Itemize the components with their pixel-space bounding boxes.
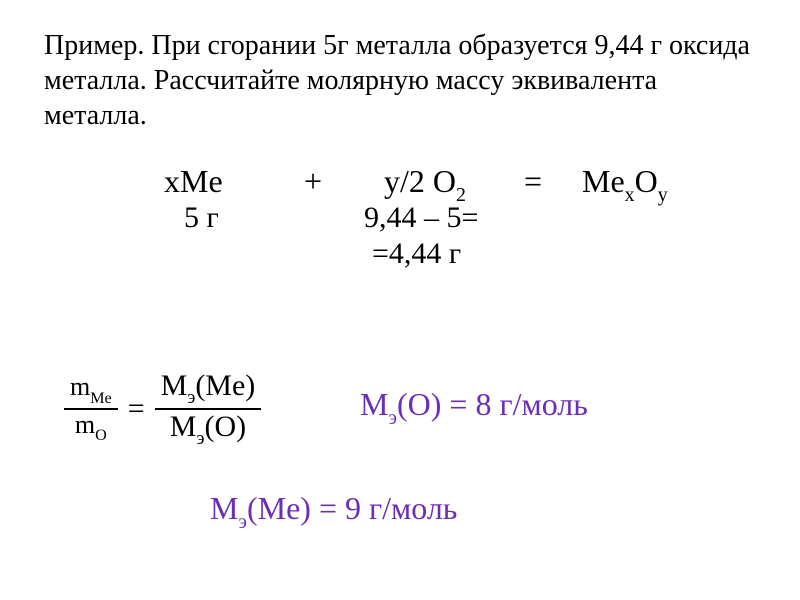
result-oxygen: Мэ(O) = 8 г/моль <box>360 386 588 428</box>
lhs-den-m: m <box>75 410 95 439</box>
problem-text: Пример. При сгорании 5г металла образует… <box>44 28 756 133</box>
rhs-den-arg: (O) <box>204 410 246 443</box>
below-term1: 5 г <box>184 201 219 235</box>
eq-term2: y/2 O2 <box>384 163 466 205</box>
rhs-den-M: M <box>170 410 197 443</box>
rhs-den-sub: э <box>196 428 204 449</box>
below-term2-line1: 9,44 – 5= <box>364 201 478 235</box>
rhs-num-M: M <box>161 369 188 402</box>
resultO-rest: (O) = 8 г/моль <box>397 386 588 422</box>
resultMe-pre: М <box>210 490 238 526</box>
equation-block: xMe + y/2 O2 = MexOy 5 г 9,44 – 5= =4,44… <box>44 163 756 363</box>
ratio-rhs: Mэ(Me) Mэ(O) <box>155 370 262 447</box>
resultMe-sub: э <box>238 511 247 533</box>
eq-product-sub2: y <box>658 184 668 206</box>
eq-plus: + <box>304 163 322 200</box>
eq-term1: xMe <box>164 163 223 200</box>
below-term2-line2: =4,44 г <box>372 237 461 271</box>
ratio-eqsign: = <box>128 392 145 426</box>
eq-term2-coeff: y/2 O <box>384 163 456 199</box>
lhs-num-sub: Me <box>90 390 111 407</box>
ratio-equation: mMe mO = Mэ(Me) Mэ(O) <box>64 370 261 447</box>
eq-product-pre: Me <box>582 163 625 199</box>
eq-product-sub1: x <box>625 184 635 206</box>
resultO-sub: э <box>388 407 397 429</box>
result-metal: Мэ(Me) = 9 г/моль <box>210 490 457 532</box>
ratio-lhs: mMe mO <box>64 373 118 443</box>
eq-equals: = <box>524 163 542 200</box>
lhs-num-m: m <box>70 372 90 401</box>
eq-product-mid: O <box>635 163 658 199</box>
lhs-den-sub: O <box>95 427 107 444</box>
eq-product: MexOy <box>582 163 668 205</box>
resultMe-rest: (Me) = 9 г/моль <box>247 490 457 526</box>
resultO-pre: М <box>360 386 388 422</box>
rhs-num-sub: э <box>187 387 195 408</box>
rhs-num-arg: (Me) <box>195 369 255 402</box>
